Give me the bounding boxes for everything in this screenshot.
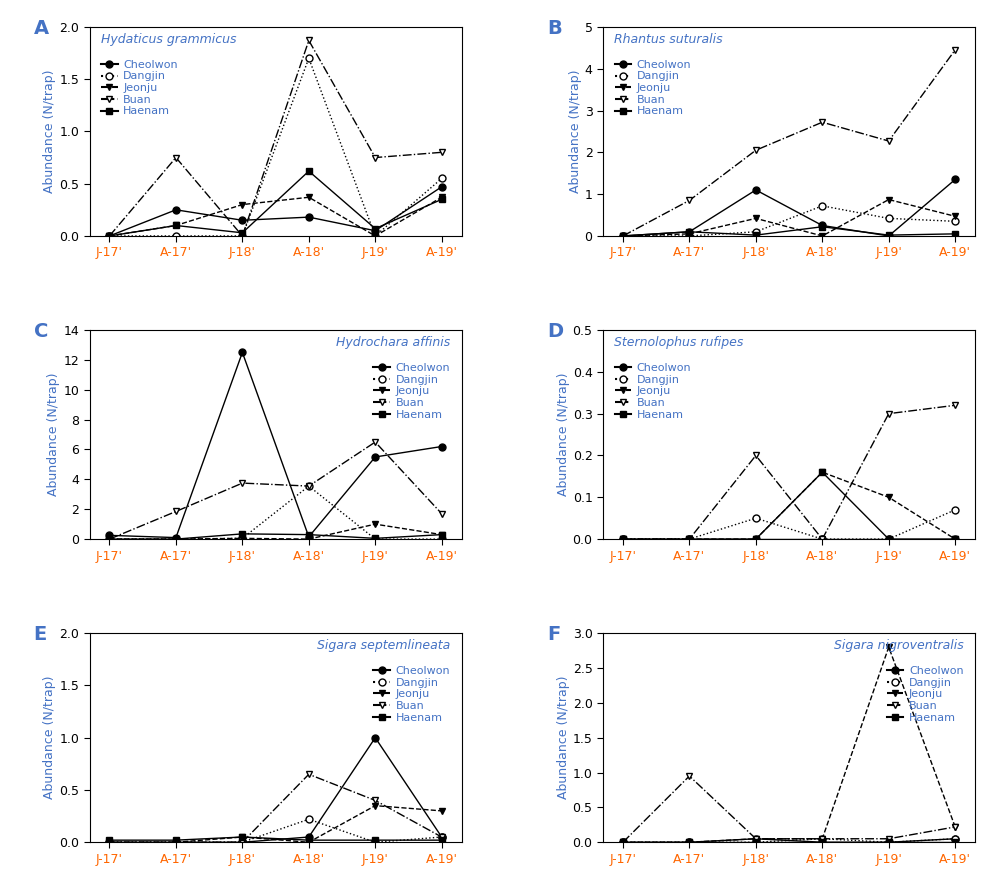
Y-axis label: Abundance (N/trap): Abundance (N/trap): [44, 70, 57, 194]
Legend: Cheolwon, Dangjin, Jeonju, Buan, Haenam: Cheolwon, Dangjin, Jeonju, Buan, Haenam: [611, 361, 693, 422]
Text: Hydaticus grammicus: Hydaticus grammicus: [100, 33, 236, 47]
Text: Hydrochara affinis: Hydrochara affinis: [336, 336, 450, 349]
Text: B: B: [547, 19, 562, 38]
Legend: Cheolwon, Dangjin, Jeonju, Buan, Haenam: Cheolwon, Dangjin, Jeonju, Buan, Haenam: [371, 361, 452, 422]
Legend: Cheolwon, Dangjin, Jeonju, Buan, Haenam: Cheolwon, Dangjin, Jeonju, Buan, Haenam: [611, 57, 693, 118]
Text: C: C: [34, 322, 48, 340]
Y-axis label: Abundance (N/trap): Abundance (N/trap): [557, 373, 570, 496]
Text: Rhantus suturalis: Rhantus suturalis: [613, 33, 722, 47]
Text: D: D: [547, 322, 563, 340]
Y-axis label: Abundance (N/trap): Abundance (N/trap): [48, 373, 61, 496]
Legend: Cheolwon, Dangjin, Jeonju, Buan, Haenam: Cheolwon, Dangjin, Jeonju, Buan, Haenam: [884, 664, 965, 725]
Text: Sternolophus rufipes: Sternolophus rufipes: [613, 336, 743, 349]
Text: A: A: [34, 19, 49, 38]
Text: F: F: [547, 625, 560, 644]
Y-axis label: Abundance (N/trap): Abundance (N/trap): [557, 676, 570, 799]
Y-axis label: Abundance (N/trap): Abundance (N/trap): [44, 676, 57, 799]
Text: Sigara nigroventralis: Sigara nigroventralis: [833, 640, 963, 652]
Legend: Cheolwon, Dangjin, Jeonju, Buan, Haenam: Cheolwon, Dangjin, Jeonju, Buan, Haenam: [98, 57, 180, 118]
Legend: Cheolwon, Dangjin, Jeonju, Buan, Haenam: Cheolwon, Dangjin, Jeonju, Buan, Haenam: [371, 664, 452, 725]
Text: E: E: [34, 625, 47, 644]
Text: Sigara septemlineata: Sigara septemlineata: [317, 640, 450, 652]
Y-axis label: Abundance (N/trap): Abundance (N/trap): [569, 70, 581, 194]
